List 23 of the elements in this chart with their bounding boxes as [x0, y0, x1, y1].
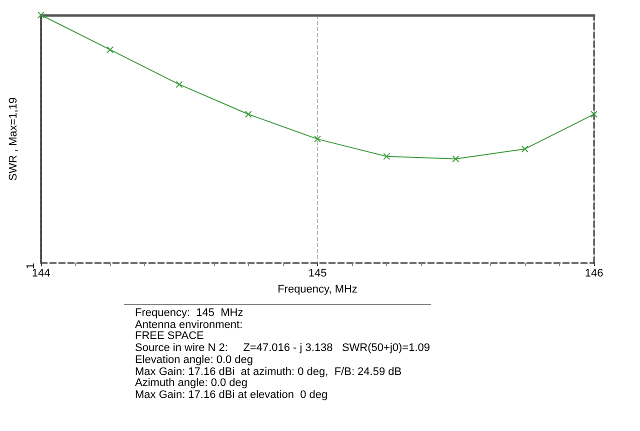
source-note: Source in wire N 2: Z=47.016 - j 3.138 SWR(50+j0)=1.09: [135, 342, 430, 355]
point: [176, 80, 183, 88]
point: [521, 145, 528, 152]
point: [106, 46, 114, 54]
text: Elevation angle: 0.0 deg: [135, 354, 254, 367]
text: 1: [25, 263, 37, 270]
point: [590, 110, 598, 118]
x-tick-label: 144: [32, 268, 50, 280]
point: [244, 110, 252, 118]
point: [38, 12, 44, 18]
x-tick-label: 145: [308, 268, 327, 280]
text: FREE SPACE: [135, 330, 205, 343]
text: Frequency: 145 MHz: [135, 307, 244, 320]
x-axis-title: Frequency, MHz: [278, 284, 358, 296]
x-tick-label: 146: [584, 268, 604, 280]
text: Max Gain: 17.16 dBi at azimuth: 0 deg, F/B: 24.59 dB: [135, 366, 403, 378]
y-axis-title: SWR , Max=1,19: [8, 97, 20, 181]
text: Azimuth angle: 0.0 deg: [135, 377, 249, 390]
text: Antenna environment:: [135, 318, 244, 331]
text: Max Gain: 17.16 dBi at elevation 0 deg: [135, 388, 329, 402]
point: [452, 155, 460, 162]
point: [383, 152, 390, 160]
point: [314, 136, 321, 143]
